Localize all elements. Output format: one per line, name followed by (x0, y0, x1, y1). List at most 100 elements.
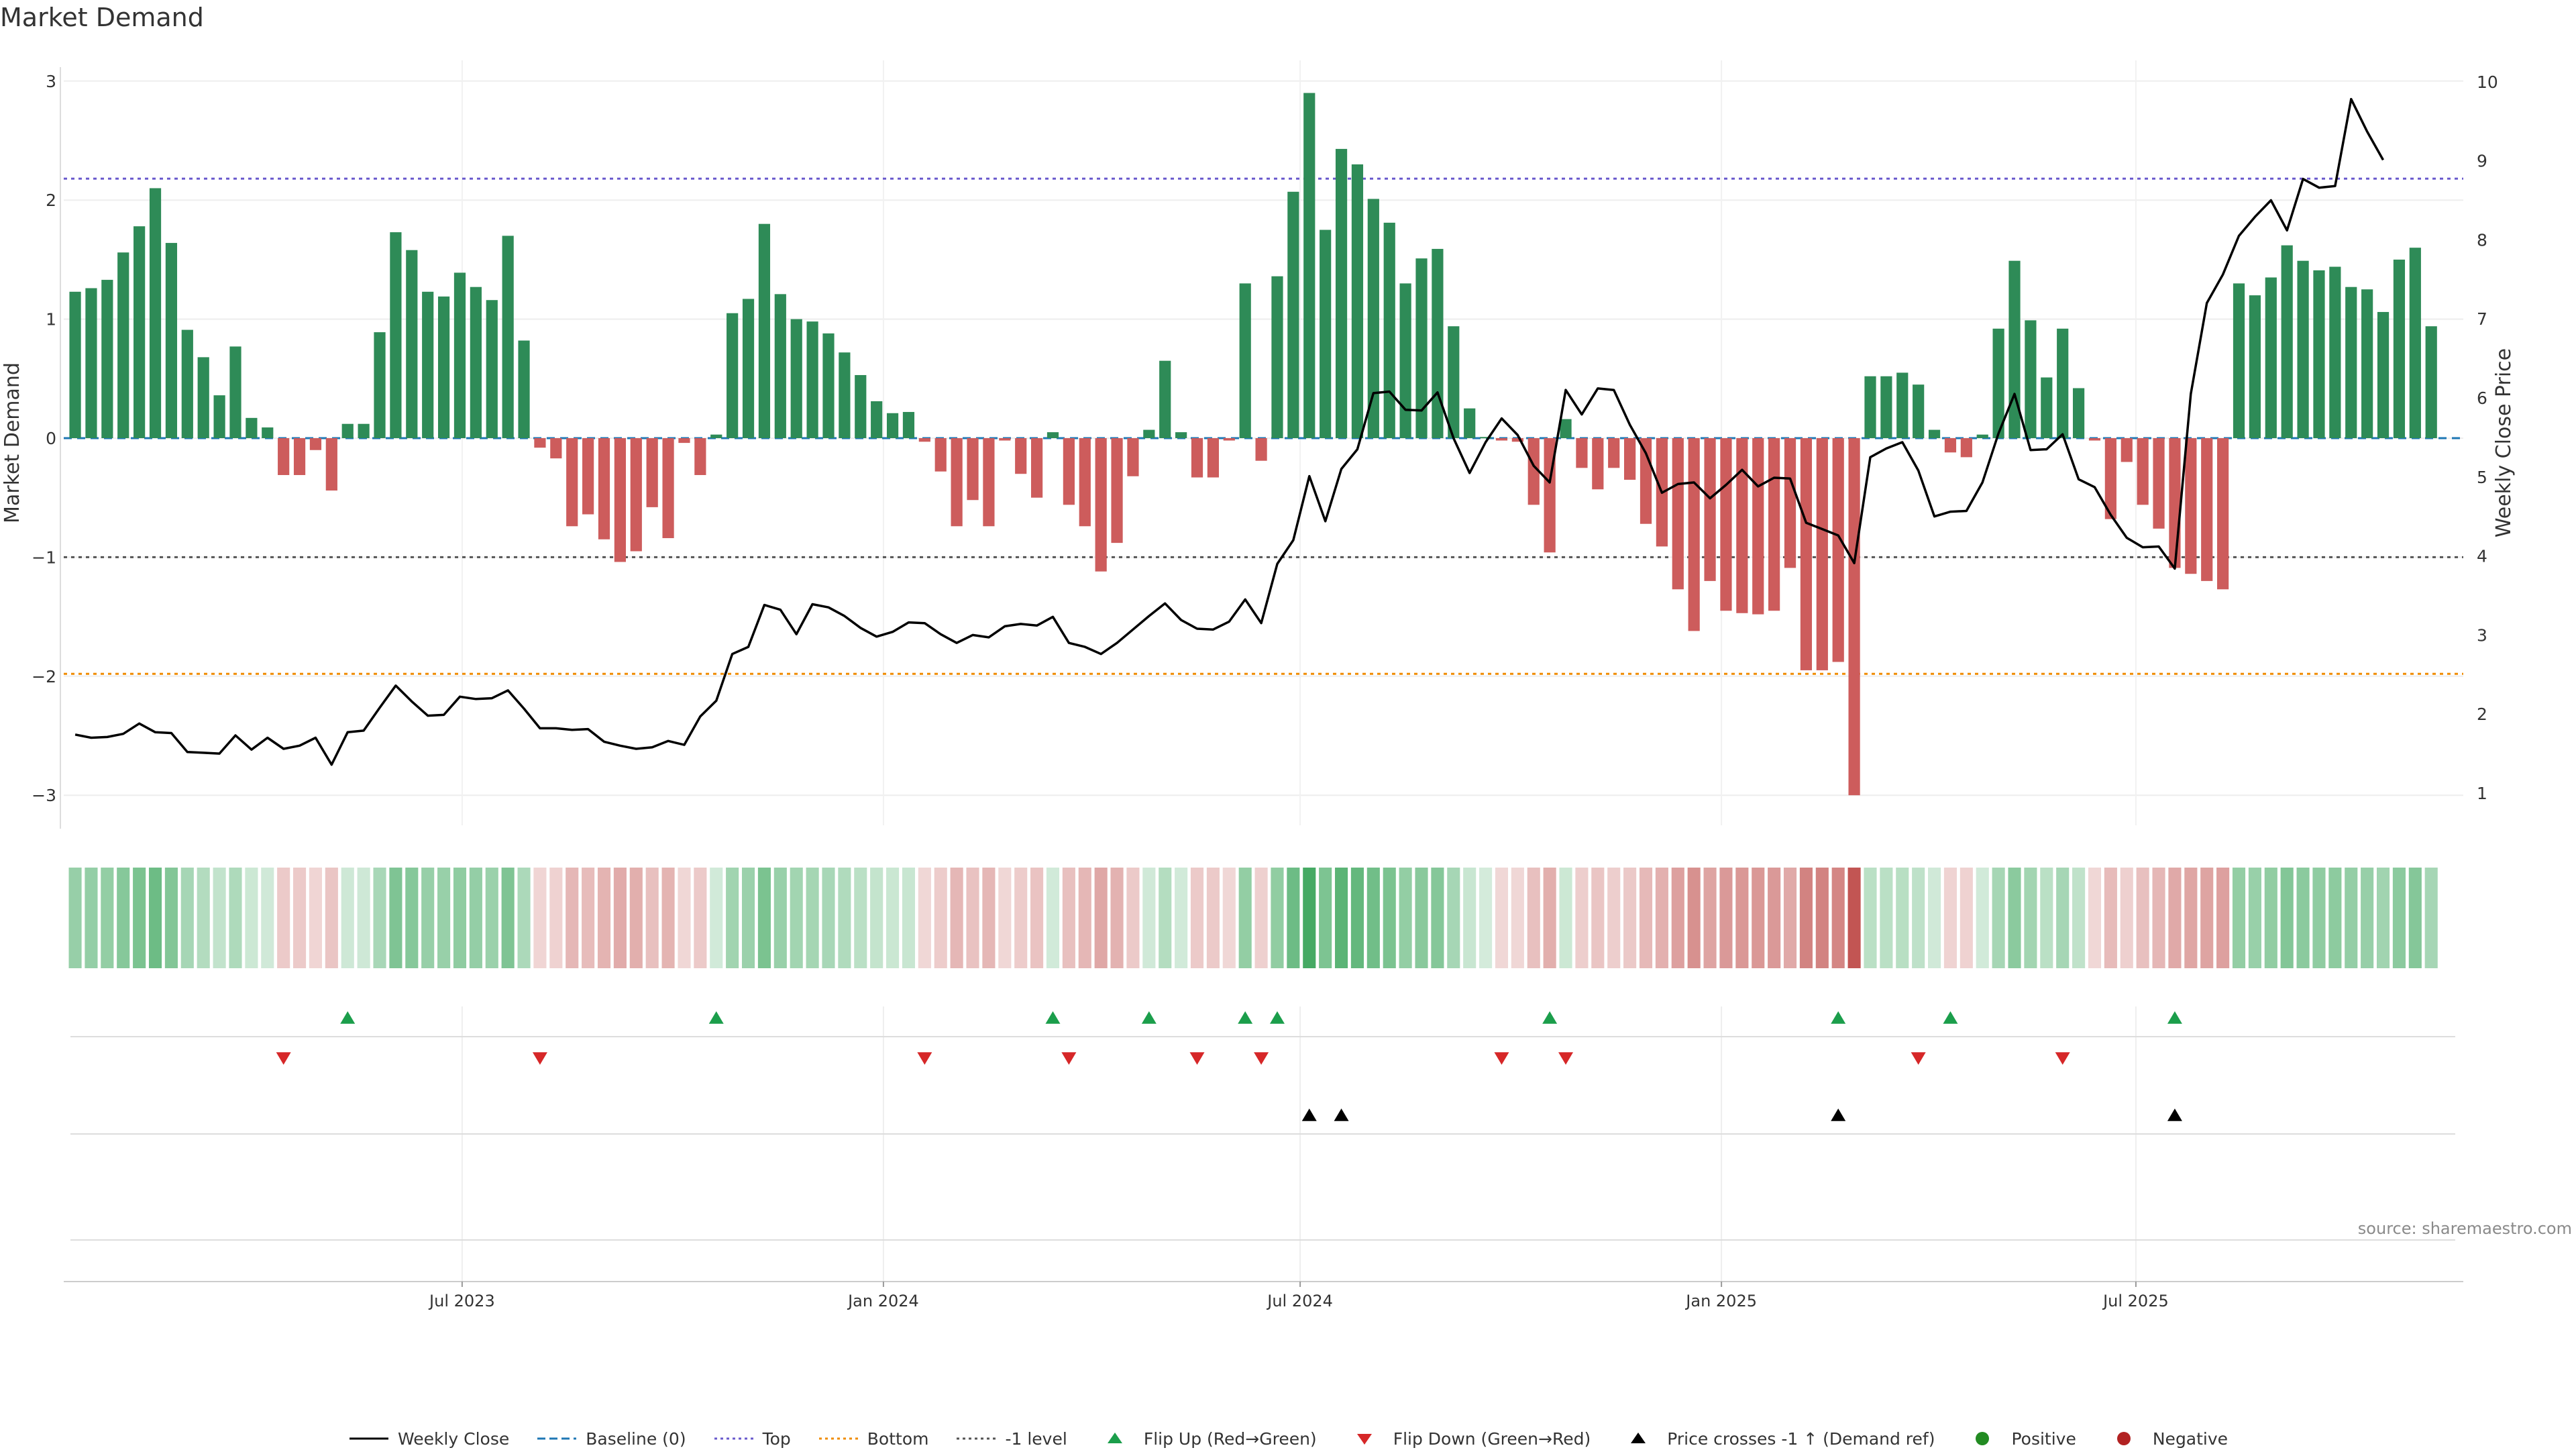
heat-cell (2088, 868, 2102, 968)
demand-bar (1464, 408, 1476, 438)
demand-bar (871, 401, 883, 438)
flip-up-marker (1943, 1011, 1958, 1024)
demand-bar (1415, 258, 1428, 438)
heat-cell (838, 868, 851, 968)
flip-down-marker (1061, 1052, 1077, 1065)
demand-bar (630, 438, 642, 552)
heat-cell (998, 868, 1012, 968)
demand-bar (1367, 199, 1379, 438)
heat-cell (1206, 868, 1220, 968)
demand-bar (790, 319, 802, 438)
heat-cell (1014, 868, 1028, 968)
x-tick-label: Jul 2025 (2102, 1292, 2169, 1310)
heat-cell (934, 868, 947, 968)
heat-cell (1912, 868, 1925, 968)
heat-cell (1527, 868, 1540, 968)
demand-bar (1239, 283, 1251, 438)
heat-cell (485, 868, 498, 968)
demand-bar (1351, 164, 1364, 439)
heat-cell (1880, 868, 1893, 968)
heat-cell (1046, 868, 1060, 968)
demand-bar (437, 296, 450, 438)
heat-cell (2072, 868, 2086, 968)
heat-cell (950, 868, 963, 968)
heat-cell (2408, 868, 2422, 968)
demand-bar (2377, 311, 2390, 438)
heat-cell (1783, 868, 1797, 968)
demand-bar (1816, 438, 1828, 670)
demand-bar (855, 374, 867, 438)
demand-bar (1111, 438, 1123, 543)
y2-tick-label: 4 (2477, 547, 2487, 566)
demand-bar (1479, 437, 1492, 439)
x-tick-label: Jan 2024 (847, 1292, 919, 1310)
legend-label: Bottom (867, 1429, 929, 1449)
flip-up-marker (340, 1011, 356, 1024)
demand-bar (358, 423, 370, 438)
heat-cell (85, 868, 98, 968)
legend-item-dot_pos: Positive (1962, 1429, 2076, 1449)
heat-cell (2312, 868, 2326, 968)
demand-bar (1624, 438, 1636, 480)
heat-cell (2104, 868, 2117, 968)
heat-cell (245, 868, 258, 968)
heat-cell (966, 868, 979, 968)
demand-bar (839, 352, 851, 438)
heat-cell (566, 868, 579, 968)
heat-cell (2392, 868, 2406, 968)
heat-cell (1831, 868, 1845, 968)
heat-cell (1735, 868, 1749, 968)
heat-cell (2168, 868, 2182, 968)
demand-bar (453, 272, 466, 438)
y2-tick-label: 6 (2477, 388, 2487, 408)
demand-bar (1688, 438, 1700, 631)
demand-bar (1271, 276, 1283, 438)
demand-bar (806, 321, 818, 438)
demand-bar (1704, 438, 1716, 581)
heat-cell (870, 868, 883, 968)
heat-cell (1511, 868, 1524, 968)
heat-cell (229, 868, 242, 968)
heat-cell (180, 868, 194, 968)
demand-bar (598, 438, 610, 539)
flip-up-marker (1238, 1011, 1253, 1024)
demand-bar (1079, 438, 1091, 527)
heat-cell (2376, 868, 2390, 968)
price-cross-marker (1301, 1108, 1317, 1121)
heat-cell (309, 868, 323, 968)
heat-cell (2216, 868, 2230, 968)
price-line (74, 97, 2385, 766)
heat-cell (2296, 868, 2310, 968)
heat-cell (325, 868, 338, 968)
dot_pos-swatch (1976, 1432, 1990, 1445)
legend-label: Flip Up (Red→Green) (1143, 1429, 1317, 1449)
demand-bar (1560, 419, 1572, 438)
demand-bar (165, 243, 178, 438)
heat-cell (678, 868, 691, 968)
x-tick-label: Jul 2024 (1266, 1292, 1333, 1310)
demand-bar (1576, 438, 1588, 468)
heat-cell (1431, 868, 1444, 968)
heat-cell (117, 868, 130, 968)
demand-bar (1448, 326, 1460, 438)
demand-bar (2057, 328, 2069, 438)
demand-bar (85, 288, 97, 438)
y-tick-label: 3 (46, 72, 56, 91)
demand-bar (229, 346, 241, 438)
heat-cell (453, 868, 467, 968)
heat-cell (1303, 868, 1316, 968)
heat-cell (1687, 868, 1701, 968)
heat-cell (1623, 868, 1637, 968)
y2-tick-label: 10 (2477, 72, 2498, 92)
heat-cell (469, 868, 482, 968)
demand-bar (1913, 384, 1925, 438)
heat-cell (197, 868, 210, 968)
heat-cell (213, 868, 226, 968)
demand-bar (2104, 438, 2116, 519)
demand-bar (1063, 438, 1075, 505)
heat-cell (421, 868, 435, 968)
heat-cell (549, 868, 563, 968)
demand-bars (69, 93, 2437, 796)
demand-bar (2072, 388, 2085, 438)
flip-up-marker (2167, 1011, 2182, 1024)
